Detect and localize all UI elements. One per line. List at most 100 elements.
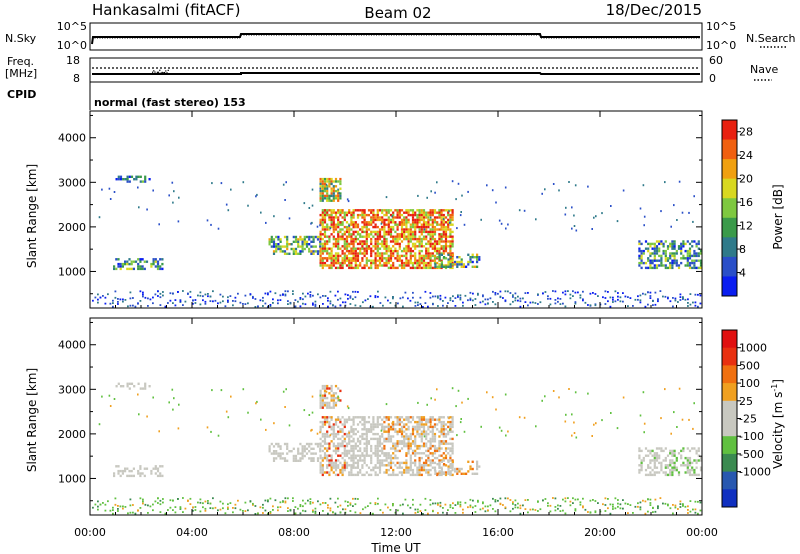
power-echo-cell: [383, 213, 386, 217]
power-echo-cell: [383, 223, 386, 226]
power-colorbar-tick-label: 4: [739, 267, 746, 280]
power-ground-scatter: [617, 292, 619, 294]
power-echo-cell: [422, 245, 426, 248]
power-echo-cell: [376, 249, 379, 253]
power-echo-cell: [294, 250, 298, 253]
velocity-echo-cell: [350, 473, 353, 477]
velocity-ground-scatter: [582, 506, 584, 509]
velocity-echo-cell: [326, 464, 329, 467]
velocity-echo-cell: [352, 420, 355, 424]
power-echo-cell: [407, 233, 410, 236]
velocity-echo-cell: [640, 449, 643, 453]
power-echo-cell: [442, 247, 445, 250]
power-ground-scatter: [247, 302, 249, 305]
power-echo-cell: [159, 267, 162, 271]
velocity-echo-cell: [442, 435, 445, 438]
velocity-sparse-point: [467, 397, 469, 400]
power-echo-cell: [436, 223, 439, 226]
power-echo-cell: [640, 257, 643, 260]
velocity-echo-cell: [292, 454, 295, 458]
velocity-echo-cell: [396, 473, 399, 477]
power-sparse-point: [260, 211, 262, 214]
velocity-colorbar-tick-label: 25: [739, 395, 753, 408]
cpid-text: normal (fast stereo) 153: [94, 96, 246, 109]
velocity-echo-cell: [394, 444, 397, 448]
power-echo-cell: [385, 211, 388, 214]
velocity-ground-scatter: [629, 504, 632, 506]
power-echo-cell: [363, 266, 366, 270]
power-echo-cell: [122, 178, 125, 181]
power-echo-cell: [383, 240, 386, 243]
y-tick-label: 2000: [58, 221, 86, 234]
velocity-echo-cell: [429, 464, 432, 467]
power-echo-cell: [354, 259, 357, 262]
velocity-echo-cell: [348, 435, 351, 438]
velocity-ground-scatter: [357, 498, 359, 500]
power-ground-scatter: [277, 302, 279, 305]
power-echo-cell: [693, 266, 696, 270]
power-echo-cell: [363, 230, 366, 234]
power-echo-cell: [447, 218, 450, 222]
power-echo-cell: [418, 254, 421, 258]
power-colorbar-tick-label: 24: [739, 149, 753, 162]
velocity-echo-cell: [319, 447, 322, 450]
velocity-ground-scatter: [607, 507, 609, 510]
velocity-echo-cell: [345, 452, 349, 455]
velocity-echo-cell: [337, 430, 340, 433]
velocity-echo-cell: [154, 472, 157, 475]
power-echo-cell: [662, 252, 665, 255]
velocity-echo-cell: [398, 471, 401, 474]
power-ground-scatter: [539, 301, 542, 304]
velocity-colorbar-tick-label: -25: [739, 413, 757, 426]
velocity-echo-cell: [444, 432, 448, 436]
velocity-ground-scatter: [287, 507, 289, 509]
velocity-echo-cell: [433, 437, 437, 441]
power-echo-cell: [135, 178, 138, 181]
velocity-echo-cell: [407, 440, 410, 443]
velocity-echo-cell: [414, 440, 417, 443]
velocity-sparse-point: [168, 401, 170, 404]
velocity-echo-cell: [387, 452, 390, 455]
power-echo-cell: [398, 213, 401, 217]
power-echo-cell: [341, 257, 344, 260]
velocity-echo-cell: [352, 428, 355, 431]
velocity-echo-cell: [374, 471, 377, 474]
power-echo-cell: [361, 221, 364, 224]
power-ground-scatter: [94, 296, 97, 299]
velocity-sparse-point: [285, 388, 287, 391]
velocity-echo-cell: [374, 444, 377, 448]
velocity-ground-scatter: [622, 499, 624, 501]
power-echo-cell: [407, 249, 410, 253]
power-echo-cell: [363, 221, 366, 224]
velocity-echo-cell: [440, 447, 443, 450]
power-echo-cell: [414, 213, 417, 217]
velocity-ground-scatter: [337, 497, 339, 500]
velocity-echo-cell: [374, 449, 377, 453]
power-echo-cell: [376, 235, 379, 238]
power-echo-cell: [376, 264, 379, 267]
power-echo-cell: [348, 211, 351, 214]
power-echo-cell: [350, 237, 353, 241]
power-ground-scatter: [419, 303, 422, 305]
power-echo-cell: [385, 257, 388, 260]
velocity-echo-cell: [447, 420, 450, 424]
velocity-echo-cell: [418, 447, 421, 450]
power-echo-cell: [363, 254, 366, 258]
velocity-echo-cell: [361, 466, 364, 469]
velocity-ground-scatter: [137, 509, 139, 512]
power-sparse-point: [101, 188, 103, 191]
power-echo-cell: [348, 249, 351, 253]
velocity-sparse-point: [571, 434, 573, 437]
velocity-ground-scatter: [604, 504, 607, 506]
power-echo-cell: [449, 256, 452, 259]
power-ground-scatter: [609, 305, 612, 308]
velocity-echo-cell: [137, 382, 140, 385]
power-echo-cell: [409, 249, 412, 253]
velocity-sparse-point: [346, 405, 349, 408]
power-echo-cell: [447, 225, 450, 229]
power-echo-cell: [686, 259, 689, 262]
power-echo-cell: [396, 209, 399, 212]
power-ground-scatter: [462, 304, 464, 307]
power-echo-cell: [396, 216, 399, 219]
